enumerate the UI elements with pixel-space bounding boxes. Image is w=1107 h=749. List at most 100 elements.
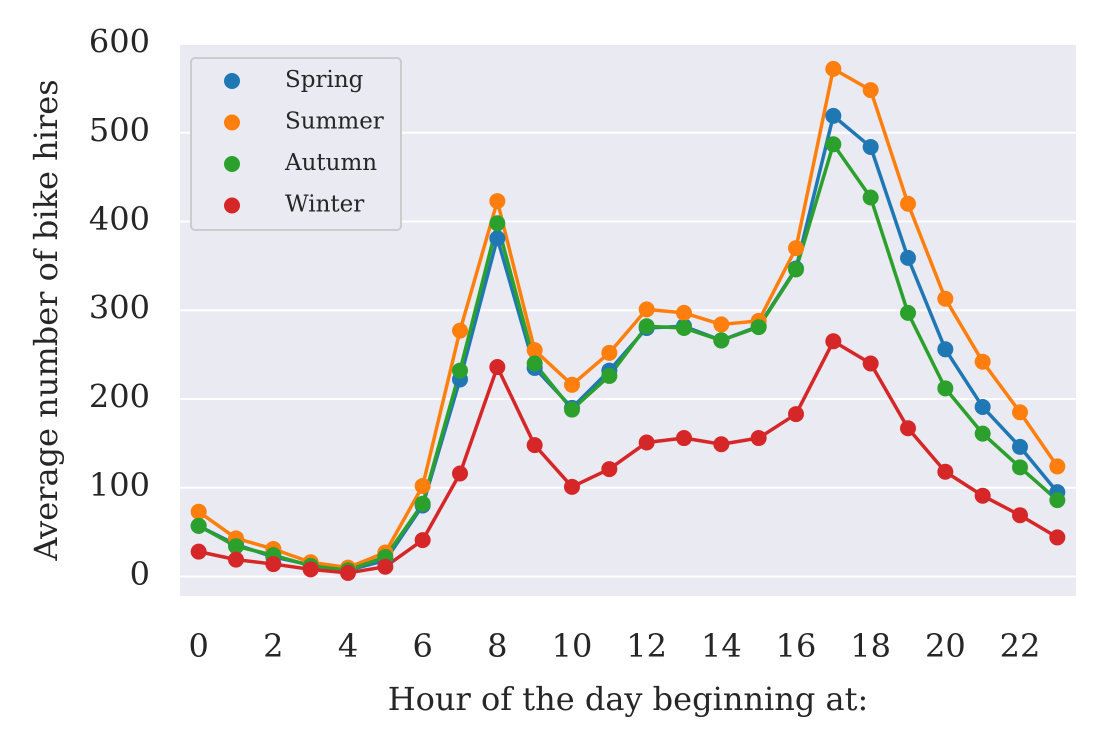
data-point-summer bbox=[526, 342, 543, 359]
data-point-autumn bbox=[601, 367, 618, 384]
data-point-autumn bbox=[788, 261, 804, 278]
data-point-autumn bbox=[489, 215, 506, 232]
x-tick-label: 14 bbox=[701, 627, 742, 665]
data-point-autumn bbox=[414, 495, 431, 512]
legend-marker-summer bbox=[224, 114, 240, 131]
legend-label-summer: Summer bbox=[285, 109, 384, 135]
x-tick-labels: 0 2 4 6 8 10 12 14 16 18 20 22 bbox=[188, 627, 1040, 665]
y-gridlines bbox=[180, 43, 1076, 578]
y-tick-label: 600 bbox=[89, 23, 150, 61]
data-point-winter bbox=[302, 561, 319, 578]
data-point-autumn bbox=[825, 136, 842, 153]
data-point-winter bbox=[1012, 507, 1028, 524]
data-point-summer bbox=[564, 376, 580, 393]
x-tick-label: 6 bbox=[412, 627, 432, 665]
data-point-summer bbox=[489, 193, 506, 210]
x-tick-label: 8 bbox=[487, 627, 507, 665]
x-tick-label: 16 bbox=[776, 627, 817, 665]
data-point-autumn bbox=[1049, 492, 1066, 509]
data-point-winter bbox=[974, 487, 991, 504]
data-point-winter bbox=[750, 430, 767, 447]
data-point-winter bbox=[265, 556, 282, 573]
data-point-spring bbox=[825, 107, 842, 124]
x-tick-label: 0 bbox=[188, 627, 208, 665]
data-point-winter bbox=[788, 406, 804, 423]
legend-label-spring: Spring bbox=[285, 67, 364, 93]
data-point-autumn bbox=[190, 517, 207, 534]
x-tick-label: 2 bbox=[263, 627, 283, 665]
x-tick-label: 20 bbox=[925, 627, 966, 665]
legend-marker-spring bbox=[224, 73, 240, 89]
data-point-autumn bbox=[750, 319, 767, 336]
x-tick-label: 10 bbox=[552, 627, 593, 665]
data-point-autumn bbox=[900, 304, 916, 321]
x-tick-label: 18 bbox=[850, 627, 891, 665]
data-point-winter bbox=[713, 436, 730, 453]
data-point-winter bbox=[414, 532, 431, 549]
data-point-autumn bbox=[638, 318, 655, 335]
data-point-spring bbox=[900, 249, 916, 266]
data-point-summer bbox=[937, 290, 954, 307]
data-point-summer bbox=[825, 60, 842, 77]
data-point-summer bbox=[601, 344, 618, 361]
data-point-winter bbox=[638, 434, 655, 451]
legend-box bbox=[190, 57, 402, 231]
data-point-winter bbox=[228, 551, 244, 568]
data-point-winter bbox=[862, 355, 879, 372]
data-point-autumn bbox=[937, 380, 954, 397]
data-point-spring bbox=[974, 398, 991, 415]
legend-marker-autumn bbox=[224, 156, 240, 172]
data-point-winter bbox=[452, 465, 468, 482]
x-tick-label: 4 bbox=[338, 627, 358, 665]
data-point-winter bbox=[489, 359, 506, 376]
data-point-winter bbox=[676, 430, 692, 447]
legend-marker-winter bbox=[224, 197, 240, 214]
data-point-autumn bbox=[862, 189, 879, 206]
y-tick-label: 200 bbox=[89, 377, 150, 415]
data-point-autumn bbox=[452, 362, 468, 379]
data-point-winter bbox=[190, 543, 207, 560]
x-tick-label: 22 bbox=[1000, 627, 1041, 665]
y-tick-label: 300 bbox=[89, 289, 150, 327]
y-tick-labels: 0 100 200 300 400 500 600 bbox=[89, 23, 150, 593]
y-tick-label: 400 bbox=[89, 200, 150, 238]
data-point-summer bbox=[190, 503, 207, 520]
data-point-autumn bbox=[713, 332, 730, 349]
y-tick-label: 100 bbox=[89, 466, 150, 504]
y-tick-label: 0 bbox=[130, 555, 150, 593]
data-point-winter bbox=[1049, 529, 1066, 546]
data-point-summer bbox=[676, 304, 692, 321]
legend-label-autumn: Autumn bbox=[284, 150, 377, 176]
data-point-spring bbox=[489, 230, 506, 247]
x-tick-label: 12 bbox=[626, 627, 667, 665]
data-point-summer bbox=[638, 301, 655, 318]
data-point-spring bbox=[1012, 438, 1028, 455]
data-point-spring bbox=[862, 138, 879, 155]
data-point-winter bbox=[564, 478, 580, 495]
y-tick-label: 500 bbox=[89, 111, 150, 149]
data-point-autumn bbox=[676, 319, 692, 336]
data-point-summer bbox=[900, 195, 916, 212]
data-point-winter bbox=[825, 333, 842, 350]
data-point-autumn bbox=[526, 355, 543, 372]
legend-label-winter: Winter bbox=[285, 192, 364, 218]
data-point-autumn bbox=[1012, 459, 1028, 476]
data-point-autumn bbox=[228, 538, 244, 555]
data-point-summer bbox=[862, 82, 879, 99]
data-point-winter bbox=[900, 420, 916, 437]
data-point-summer bbox=[713, 316, 730, 333]
data-point-winter bbox=[601, 461, 618, 478]
legend: Spring Summer Autumn Winter bbox=[190, 57, 402, 231]
data-point-winter bbox=[937, 463, 954, 480]
series-points bbox=[190, 60, 1066, 581]
data-point-summer bbox=[1049, 458, 1066, 475]
data-point-winter bbox=[340, 564, 356, 581]
data-point-spring bbox=[937, 341, 954, 358]
x-axis-label: Hour of the day beginning at: bbox=[388, 680, 869, 718]
data-point-summer bbox=[1012, 404, 1028, 421]
data-point-autumn bbox=[564, 401, 580, 418]
data-point-summer bbox=[974, 353, 991, 370]
data-point-summer bbox=[414, 477, 431, 494]
data-point-winter bbox=[377, 558, 394, 575]
y-axis-label: Average number of bike hires bbox=[27, 79, 65, 561]
